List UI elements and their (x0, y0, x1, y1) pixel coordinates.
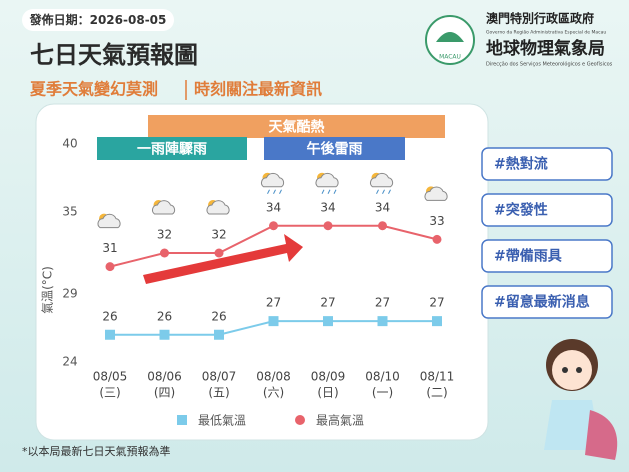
annotation-bar (264, 137, 405, 160)
point (214, 329, 224, 340)
tag-box (481, 193, 613, 227)
mascot (544, 339, 618, 460)
data-label: 32 (157, 228, 172, 242)
tag-box (481, 285, 613, 319)
legend-label: 最高氣溫 (316, 413, 364, 428)
x-tick-sublabel: (六) (263, 386, 284, 400)
cloud (152, 200, 176, 215)
data-label: 27 (320, 296, 335, 310)
x-tick-label: 08/07 (202, 370, 237, 384)
cloud (424, 186, 448, 201)
bureau-pt: Direcção dos Serviços Meteorológicos e G… (486, 61, 613, 68)
y-tick-label: 35 (62, 205, 77, 219)
tag: #突發性 (494, 202, 548, 219)
annotation-bar (148, 115, 445, 138)
point (432, 316, 442, 327)
cloud (97, 213, 121, 229)
data-label: 32 (211, 228, 226, 242)
date-pill (22, 9, 174, 31)
bureau: 地球物理氣象局 (486, 38, 605, 59)
data-label: 34 (320, 200, 335, 214)
weather-icon (97, 213, 121, 229)
point (268, 316, 279, 327)
point (323, 221, 333, 231)
legend-marker (177, 415, 187, 425)
x-tick-sublabel: (五) (208, 386, 229, 400)
trend-arrow (143, 234, 303, 284)
x-tick-label: 08/09 (311, 370, 346, 384)
cloud (370, 172, 394, 188)
emblem-lotus (436, 32, 464, 42)
weather-icon (424, 186, 448, 201)
x-tick-sublabel: (日) (317, 386, 338, 400)
weather-icon (315, 172, 339, 194)
x-tick-sublabel: (四) (154, 386, 175, 400)
data-label: 31 (102, 241, 117, 255)
point (323, 316, 333, 327)
data-label: 33 (429, 214, 444, 228)
weather-icon (370, 172, 394, 194)
data-label: 34 (266, 200, 281, 214)
tag-box (481, 147, 613, 181)
y-tick-label: 40 (62, 137, 77, 151)
subtitle-left: 夏季天氣變幻莫測 (29, 80, 158, 99)
cloud (206, 200, 230, 215)
tag-box (481, 239, 613, 273)
cloud (315, 172, 339, 188)
government: 澳門特別行政區政府 (486, 11, 594, 26)
point (105, 262, 115, 272)
point (159, 329, 170, 340)
government-pt: Governo da Região Administrativa Especia… (486, 30, 606, 36)
cloud (261, 172, 285, 188)
point (269, 221, 278, 231)
y-axis-label: 氣溫(°C) (41, 266, 55, 314)
date: 發佈日期：2026-08-05 (29, 12, 167, 27)
rain (321, 189, 337, 194)
tag: #帶備雨具 (494, 248, 562, 265)
subtitle-right: 時刻關注最新資訊 (194, 80, 322, 99)
x-tick-sublabel: (三) (99, 386, 120, 400)
data-label: 27 (375, 296, 390, 310)
x-tick-label: 08/05 (93, 370, 128, 384)
annotation-bar (97, 137, 247, 160)
point (378, 221, 387, 231)
weather-icon (152, 200, 176, 215)
weather-icon (261, 172, 285, 194)
tag: #留意最新消息 (494, 294, 590, 311)
data-label: 27 (429, 296, 444, 310)
data-label: 26 (102, 309, 117, 323)
title: 七日天氣預報圖 (30, 41, 198, 69)
x-tick-sublabel: (一) (372, 386, 393, 400)
weather-icon (206, 200, 230, 215)
data-label: 34 (375, 200, 390, 214)
annotation: 一雨陣驟雨 (137, 141, 207, 158)
y-tick-label: 29 (62, 286, 77, 300)
x-tick-sublabel: (二) (426, 386, 447, 400)
y-tick-label: 24 (62, 355, 77, 369)
footnote: *以本局最新七日天氣預報為準 (22, 444, 171, 458)
rain (267, 189, 282, 194)
point (432, 234, 442, 244)
x-tick-label: 08/08 (256, 370, 291, 384)
legend-marker (295, 415, 305, 425)
legend-label: 最低氣溫 (198, 414, 246, 428)
point (377, 316, 388, 327)
data-label: 27 (266, 296, 281, 310)
annotation: 午後雷雨 (307, 141, 363, 158)
x-tick-label: 08/06 (147, 370, 182, 384)
x-tick-label: 08/11 (420, 370, 455, 384)
point (105, 329, 115, 340)
tag: #熱對流 (494, 156, 548, 173)
rain (376, 189, 391, 194)
annotation: 天氣酷熱 (269, 119, 325, 136)
emblem-text: MACAU (439, 54, 461, 61)
data-label: 26 (211, 309, 226, 323)
point (214, 248, 224, 258)
data-label: 26 (157, 309, 172, 323)
x-tick-label: 08/10 (365, 370, 400, 384)
point (160, 248, 169, 258)
